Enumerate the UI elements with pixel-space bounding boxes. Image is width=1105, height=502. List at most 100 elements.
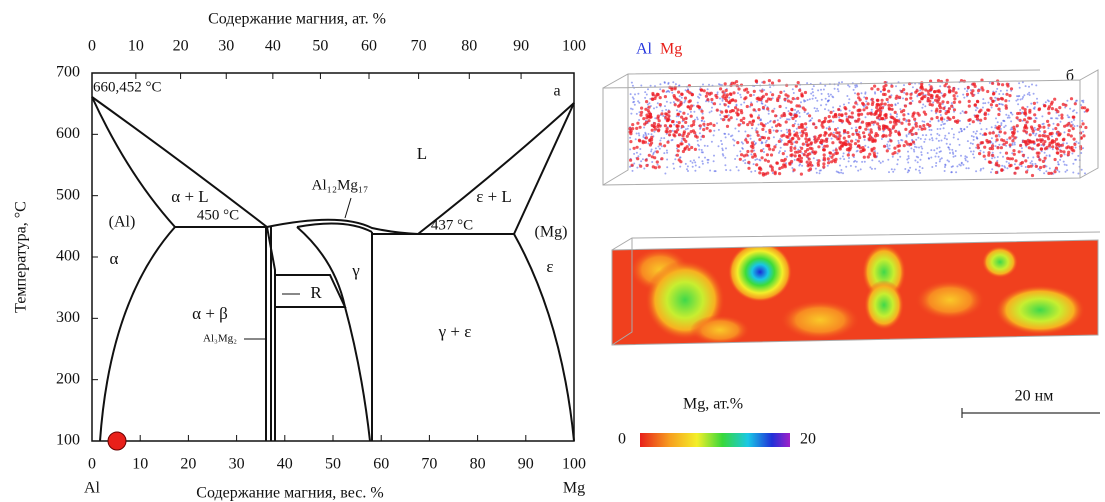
- al-atom: [1055, 117, 1058, 120]
- al-atom: [865, 100, 868, 103]
- al-atom: [632, 97, 635, 100]
- mg-atom: [751, 146, 755, 150]
- mg-atom: [1011, 139, 1015, 143]
- box-frame: [602, 69, 1099, 186]
- al-atom: [850, 127, 853, 130]
- al-atom: [918, 165, 921, 168]
- al-atom: [679, 110, 682, 113]
- al-atom: [645, 93, 648, 96]
- al-atom: [1073, 118, 1075, 121]
- al-atom: [994, 145, 997, 148]
- phase-label: (Al): [109, 214, 136, 231]
- top-tick-label: 50: [312, 38, 328, 55]
- al-atom: [667, 89, 670, 92]
- mg-atom: [887, 127, 891, 131]
- al-atom: [1035, 117, 1038, 120]
- al-atom: [1033, 148, 1036, 151]
- mg-atom: [1050, 107, 1054, 111]
- mg-atom: [799, 156, 804, 160]
- al-atom: [769, 91, 772, 94]
- mg-atom: [685, 145, 689, 149]
- mg-atom: [1046, 134, 1050, 139]
- al-atom: [1029, 162, 1032, 164]
- al-atom: [812, 94, 815, 97]
- al-atom: [696, 139, 699, 142]
- al-atom: [740, 103, 743, 106]
- boundary: [296, 226, 371, 442]
- mg-atom: [1049, 102, 1053, 106]
- phase-label: 450 °C: [197, 207, 239, 223]
- al-atom: [664, 105, 666, 108]
- al-atom: [951, 127, 953, 130]
- mg-atom: [994, 163, 998, 167]
- mg-atom: [658, 103, 662, 107]
- mg-atom: [929, 96, 934, 100]
- al-atom: [794, 98, 797, 100]
- mg-atom: [671, 119, 675, 124]
- al-atom: [839, 109, 842, 112]
- mg-atom: [685, 134, 689, 138]
- mg-atom: [862, 155, 866, 159]
- al-atom: [936, 147, 939, 150]
- mg-atom: [700, 109, 704, 113]
- al-atom: [803, 99, 805, 102]
- mg-atom: [1085, 109, 1089, 113]
- al-atom: [779, 146, 782, 149]
- mg-atom: [680, 92, 684, 96]
- al-atom: [665, 149, 668, 152]
- mg-atom: [873, 120, 877, 124]
- al-atom: [759, 159, 762, 162]
- al-atom: [763, 151, 765, 153]
- al-atom: [998, 143, 1001, 146]
- mg-atom: [1041, 159, 1045, 163]
- mg-atom: [929, 87, 933, 91]
- mg-atom: [965, 92, 970, 96]
- boundary: [513, 233, 575, 442]
- mg-atom: [679, 102, 683, 106]
- mg-atom: [800, 92, 804, 96]
- mg-atom: [705, 91, 709, 95]
- al-atom: [936, 128, 939, 130]
- mg-atom: [869, 128, 873, 132]
- al-atom: [842, 172, 844, 175]
- mg-atom: [1024, 112, 1028, 116]
- al-atom: [744, 130, 747, 133]
- mg-atom: [777, 94, 781, 98]
- al-atom: [979, 132, 982, 135]
- mg-atom: [1042, 165, 1046, 169]
- mg-atom: [1020, 160, 1024, 165]
- mg-atom: [1010, 157, 1015, 161]
- al-atom: [966, 126, 969, 128]
- mg-atom: [789, 153, 793, 157]
- al-atom: [815, 171, 818, 174]
- al-atom: [972, 138, 975, 141]
- mg-atom: [861, 102, 866, 106]
- mg-atom: [874, 112, 878, 116]
- mg-atom: [828, 151, 833, 155]
- mg-atom: [869, 112, 874, 116]
- al-atom: [1030, 102, 1033, 105]
- mg-atom: [791, 116, 795, 121]
- mg-atom: [991, 131, 995, 135]
- colorbar-max: 20: [800, 431, 816, 448]
- al-atom: [856, 149, 859, 152]
- mg-atom: [837, 131, 841, 135]
- al-atom: [710, 101, 713, 104]
- mg-atom: [675, 153, 680, 157]
- al-atom: [706, 145, 709, 147]
- al-atom: [1075, 140, 1078, 143]
- atom-cloud: [628, 78, 1090, 178]
- mg-atom: [1058, 132, 1062, 136]
- mg-atom: [770, 166, 774, 170]
- mg-atom: [947, 107, 952, 111]
- mg-atom: [768, 147, 772, 151]
- al-atom: [1051, 135, 1053, 138]
- al-atom: [918, 169, 921, 172]
- mg-atom: [946, 100, 950, 104]
- al-atom: [807, 112, 810, 115]
- mg-atom: [868, 152, 872, 156]
- mg-atom: [984, 132, 988, 136]
- mg-atom: [978, 152, 982, 156]
- mg-atom: [795, 134, 800, 138]
- mg-atom: [877, 125, 881, 129]
